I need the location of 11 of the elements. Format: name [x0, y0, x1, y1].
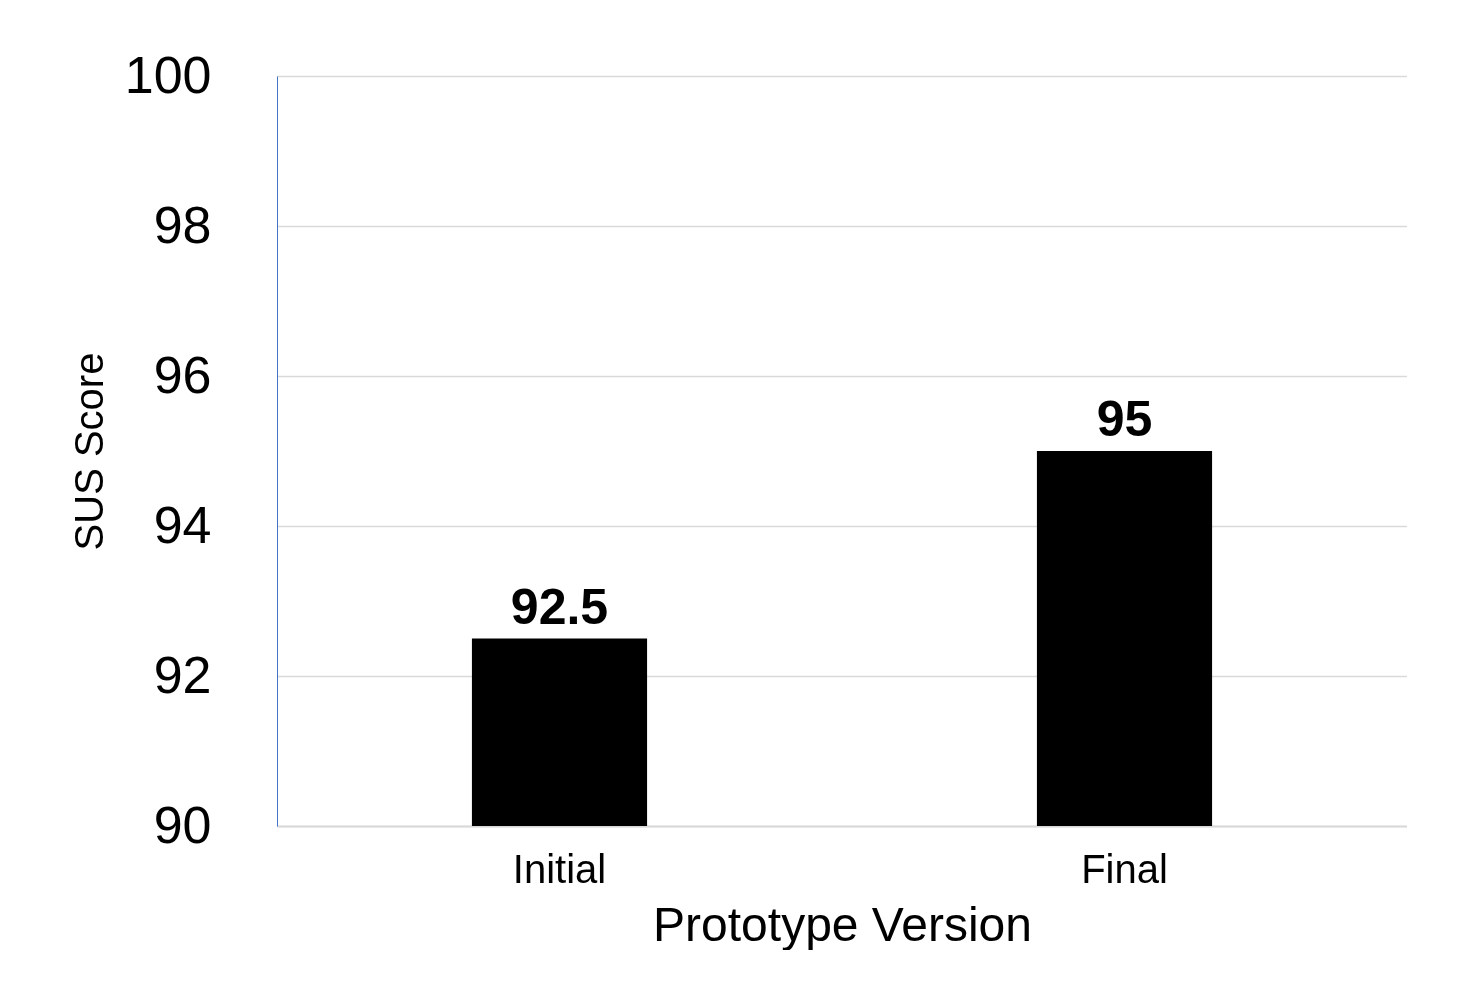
y-tick-label: 90 — [153, 795, 212, 854]
x-tick-label: Initial — [512, 846, 607, 891]
x-tick-label: Final — [1081, 846, 1168, 891]
y-tick-label: 98 — [153, 195, 212, 254]
y-tick-label: 92 — [153, 645, 212, 704]
y-tick-label: 100 — [124, 45, 212, 104]
data-label: 95 — [1096, 391, 1153, 447]
y-axis-title: SUS Score — [66, 352, 111, 551]
y-tick-label: 96 — [153, 345, 212, 404]
data-label: 92.5 — [510, 578, 609, 635]
y-tick-label: 94 — [153, 495, 212, 554]
